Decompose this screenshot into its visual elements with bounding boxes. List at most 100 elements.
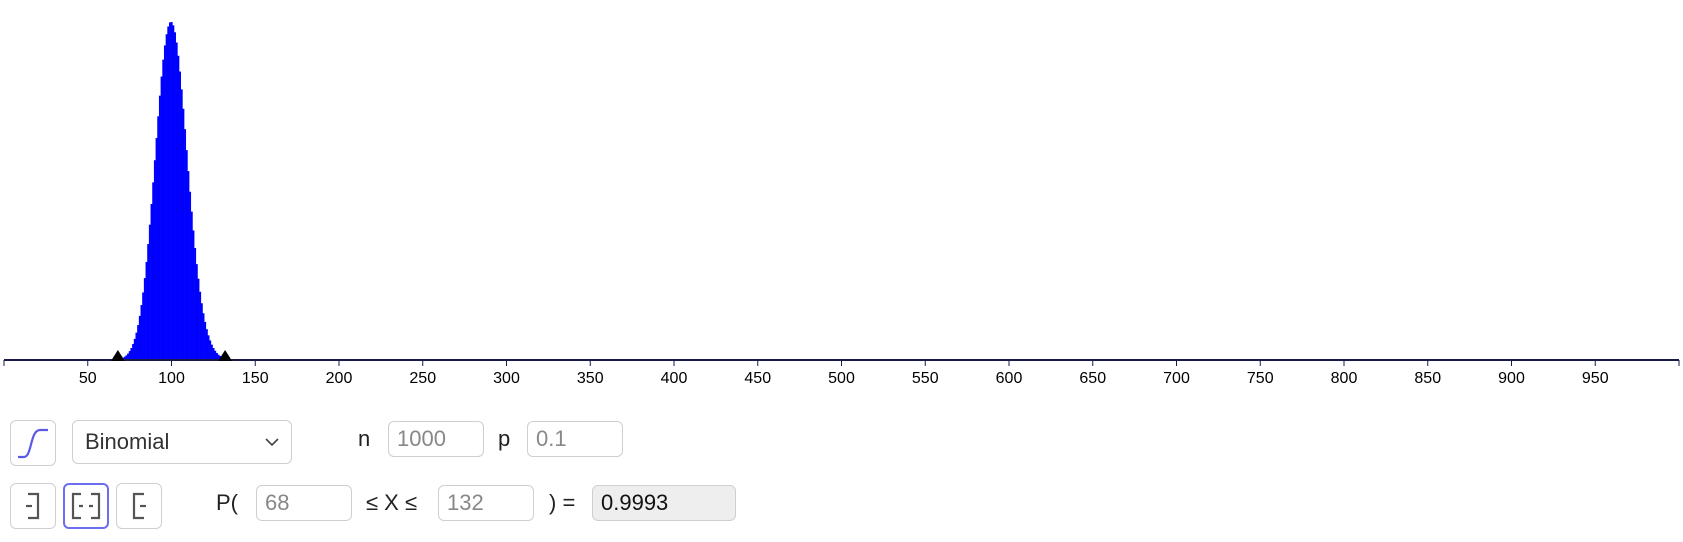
x-tick-label: 50 [79, 370, 97, 387]
x-tick-label: 150 [242, 370, 269, 387]
bar [177, 55, 180, 360]
bar [147, 244, 150, 360]
x-tick-label: 750 [1247, 370, 1274, 387]
bar [172, 25, 175, 360]
bar [140, 305, 143, 360]
bar [133, 338, 136, 360]
bar [210, 344, 213, 360]
bar [127, 353, 130, 360]
bar [135, 332, 138, 360]
interval-markers[interactable] [110, 350, 233, 361]
bar [195, 264, 198, 360]
bar [192, 230, 195, 360]
bar [162, 59, 165, 361]
bar [185, 150, 188, 360]
probability-result: 0.9993 [592, 485, 736, 521]
bar [214, 350, 217, 360]
bar [137, 325, 140, 360]
lower-bound-input[interactable]: 68 [256, 485, 352, 521]
cumulative-curve-icon [18, 428, 48, 459]
bar [200, 303, 203, 360]
bar [212, 348, 215, 360]
bar [160, 76, 163, 360]
two-sided-icon [71, 492, 101, 520]
distribution-select[interactable]: Binomial [72, 420, 292, 464]
bar [145, 261, 148, 360]
x-tick-label: 700 [1163, 370, 1190, 387]
x-axis-ticks: 50 100 150 200 250 300 350 400 450 500 550 600 650 70… [3, 360, 1680, 387]
bar [197, 278, 200, 360]
bar [182, 108, 185, 360]
distribution-select-value: Binomial [85, 429, 170, 454]
bar [138, 315, 141, 360]
upper-bound-input[interactable]: 132 [438, 485, 534, 521]
x-tick-label: 850 [1414, 370, 1441, 387]
bar [202, 313, 205, 360]
bar [132, 343, 135, 360]
bar [165, 34, 168, 360]
x-tick-label: 950 [1582, 370, 1609, 387]
left-sided-icon [26, 492, 40, 520]
left-sided-button[interactable] [10, 483, 56, 529]
bar [148, 224, 151, 360]
param-p-label: p [498, 426, 511, 451]
x-tick-label: 500 [828, 370, 855, 387]
param-n-label: n [358, 426, 371, 451]
bar [190, 211, 193, 360]
bar [158, 95, 161, 360]
upper-bound-marker[interactable] [218, 350, 233, 361]
param-n-input[interactable]: 1000 [388, 421, 484, 457]
bar [170, 22, 173, 360]
bar [189, 191, 192, 360]
bar [128, 351, 131, 360]
bar [163, 45, 166, 361]
bar [179, 71, 182, 360]
x-tick-label: 100 [158, 370, 185, 387]
probability-inequality: ≤ X ≤ [366, 490, 418, 515]
chevron-down-icon [265, 438, 279, 447]
bar [150, 203, 153, 360]
bar [184, 129, 187, 360]
lower-bound-marker[interactable] [110, 350, 125, 361]
x-tick-label: 250 [409, 370, 436, 387]
distribution-plot: 50 100 150 200 250 300 350 400 450 500 550 600 650 70… [3, 22, 1680, 387]
bar [217, 354, 220, 360]
bar [153, 160, 156, 360]
bar [175, 42, 178, 360]
bar [143, 278, 146, 360]
x-tick-label: 400 [661, 370, 688, 387]
x-tick-label: 200 [326, 370, 353, 387]
bar [125, 355, 128, 360]
bar [180, 89, 183, 361]
x-tick-label: 650 [1079, 370, 1106, 387]
bar [215, 352, 218, 360]
bar [123, 356, 126, 360]
probability-prefix: P( [216, 490, 238, 515]
x-tick-label: 600 [996, 370, 1023, 387]
x-tick-label: 300 [493, 370, 520, 387]
param-p-input[interactable]: 0.1 [527, 421, 623, 457]
two-sided-button[interactable] [63, 483, 109, 529]
bar [199, 291, 202, 360]
bar [157, 116, 160, 360]
bar [152, 182, 155, 360]
cumulative-toggle-button[interactable] [10, 420, 56, 466]
probability-suffix: ) = [549, 490, 576, 515]
bar [167, 26, 170, 361]
bar [209, 340, 212, 360]
right-sided-button[interactable] [116, 483, 162, 529]
bar [194, 247, 197, 360]
x-tick-label: 550 [912, 370, 939, 387]
bar [168, 22, 171, 360]
bar [155, 138, 158, 360]
bar [142, 292, 145, 360]
bar [130, 347, 133, 360]
x-tick-label: 350 [577, 370, 604, 387]
x-tick-label: 900 [1498, 370, 1525, 387]
bar [187, 171, 190, 360]
x-tick-label: 450 [744, 370, 771, 387]
bar [207, 335, 210, 360]
right-sided-icon [132, 492, 146, 520]
bar [174, 32, 176, 361]
